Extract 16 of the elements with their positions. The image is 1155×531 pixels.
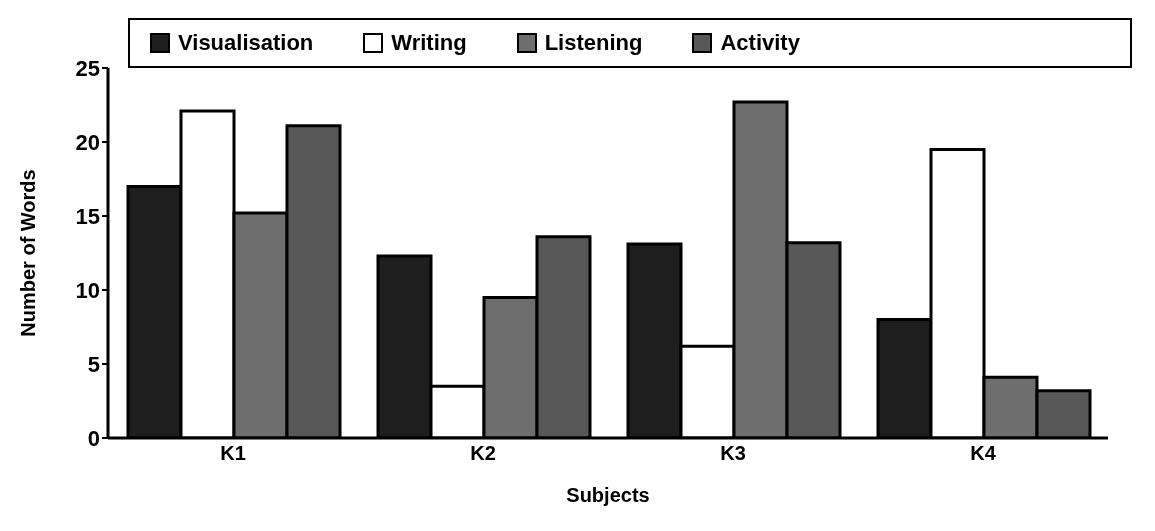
- y-tick-label: 15: [75, 203, 100, 229]
- y-tick-label: 25: [75, 55, 100, 81]
- y-tick-label: 5: [87, 351, 100, 377]
- legend-label: Writing: [390, 30, 467, 56]
- x-tick-label: K3: [720, 442, 746, 465]
- x-tick-label: K1: [220, 442, 246, 465]
- legend-label: Visualisation: [177, 30, 314, 56]
- y-tick-label: 0: [87, 425, 100, 451]
- y-axis-title: Number of Words: [17, 169, 40, 337]
- legend-label: Listening: [543, 30, 643, 56]
- x-axis-title: Subjects: [566, 484, 650, 507]
- y-tick-label: 20: [75, 129, 100, 155]
- legend-label: Activity: [719, 30, 800, 56]
- x-tick-label: K2: [470, 442, 496, 465]
- y-tick-label: 10: [75, 277, 100, 303]
- x-tick-label: K4: [970, 442, 997, 465]
